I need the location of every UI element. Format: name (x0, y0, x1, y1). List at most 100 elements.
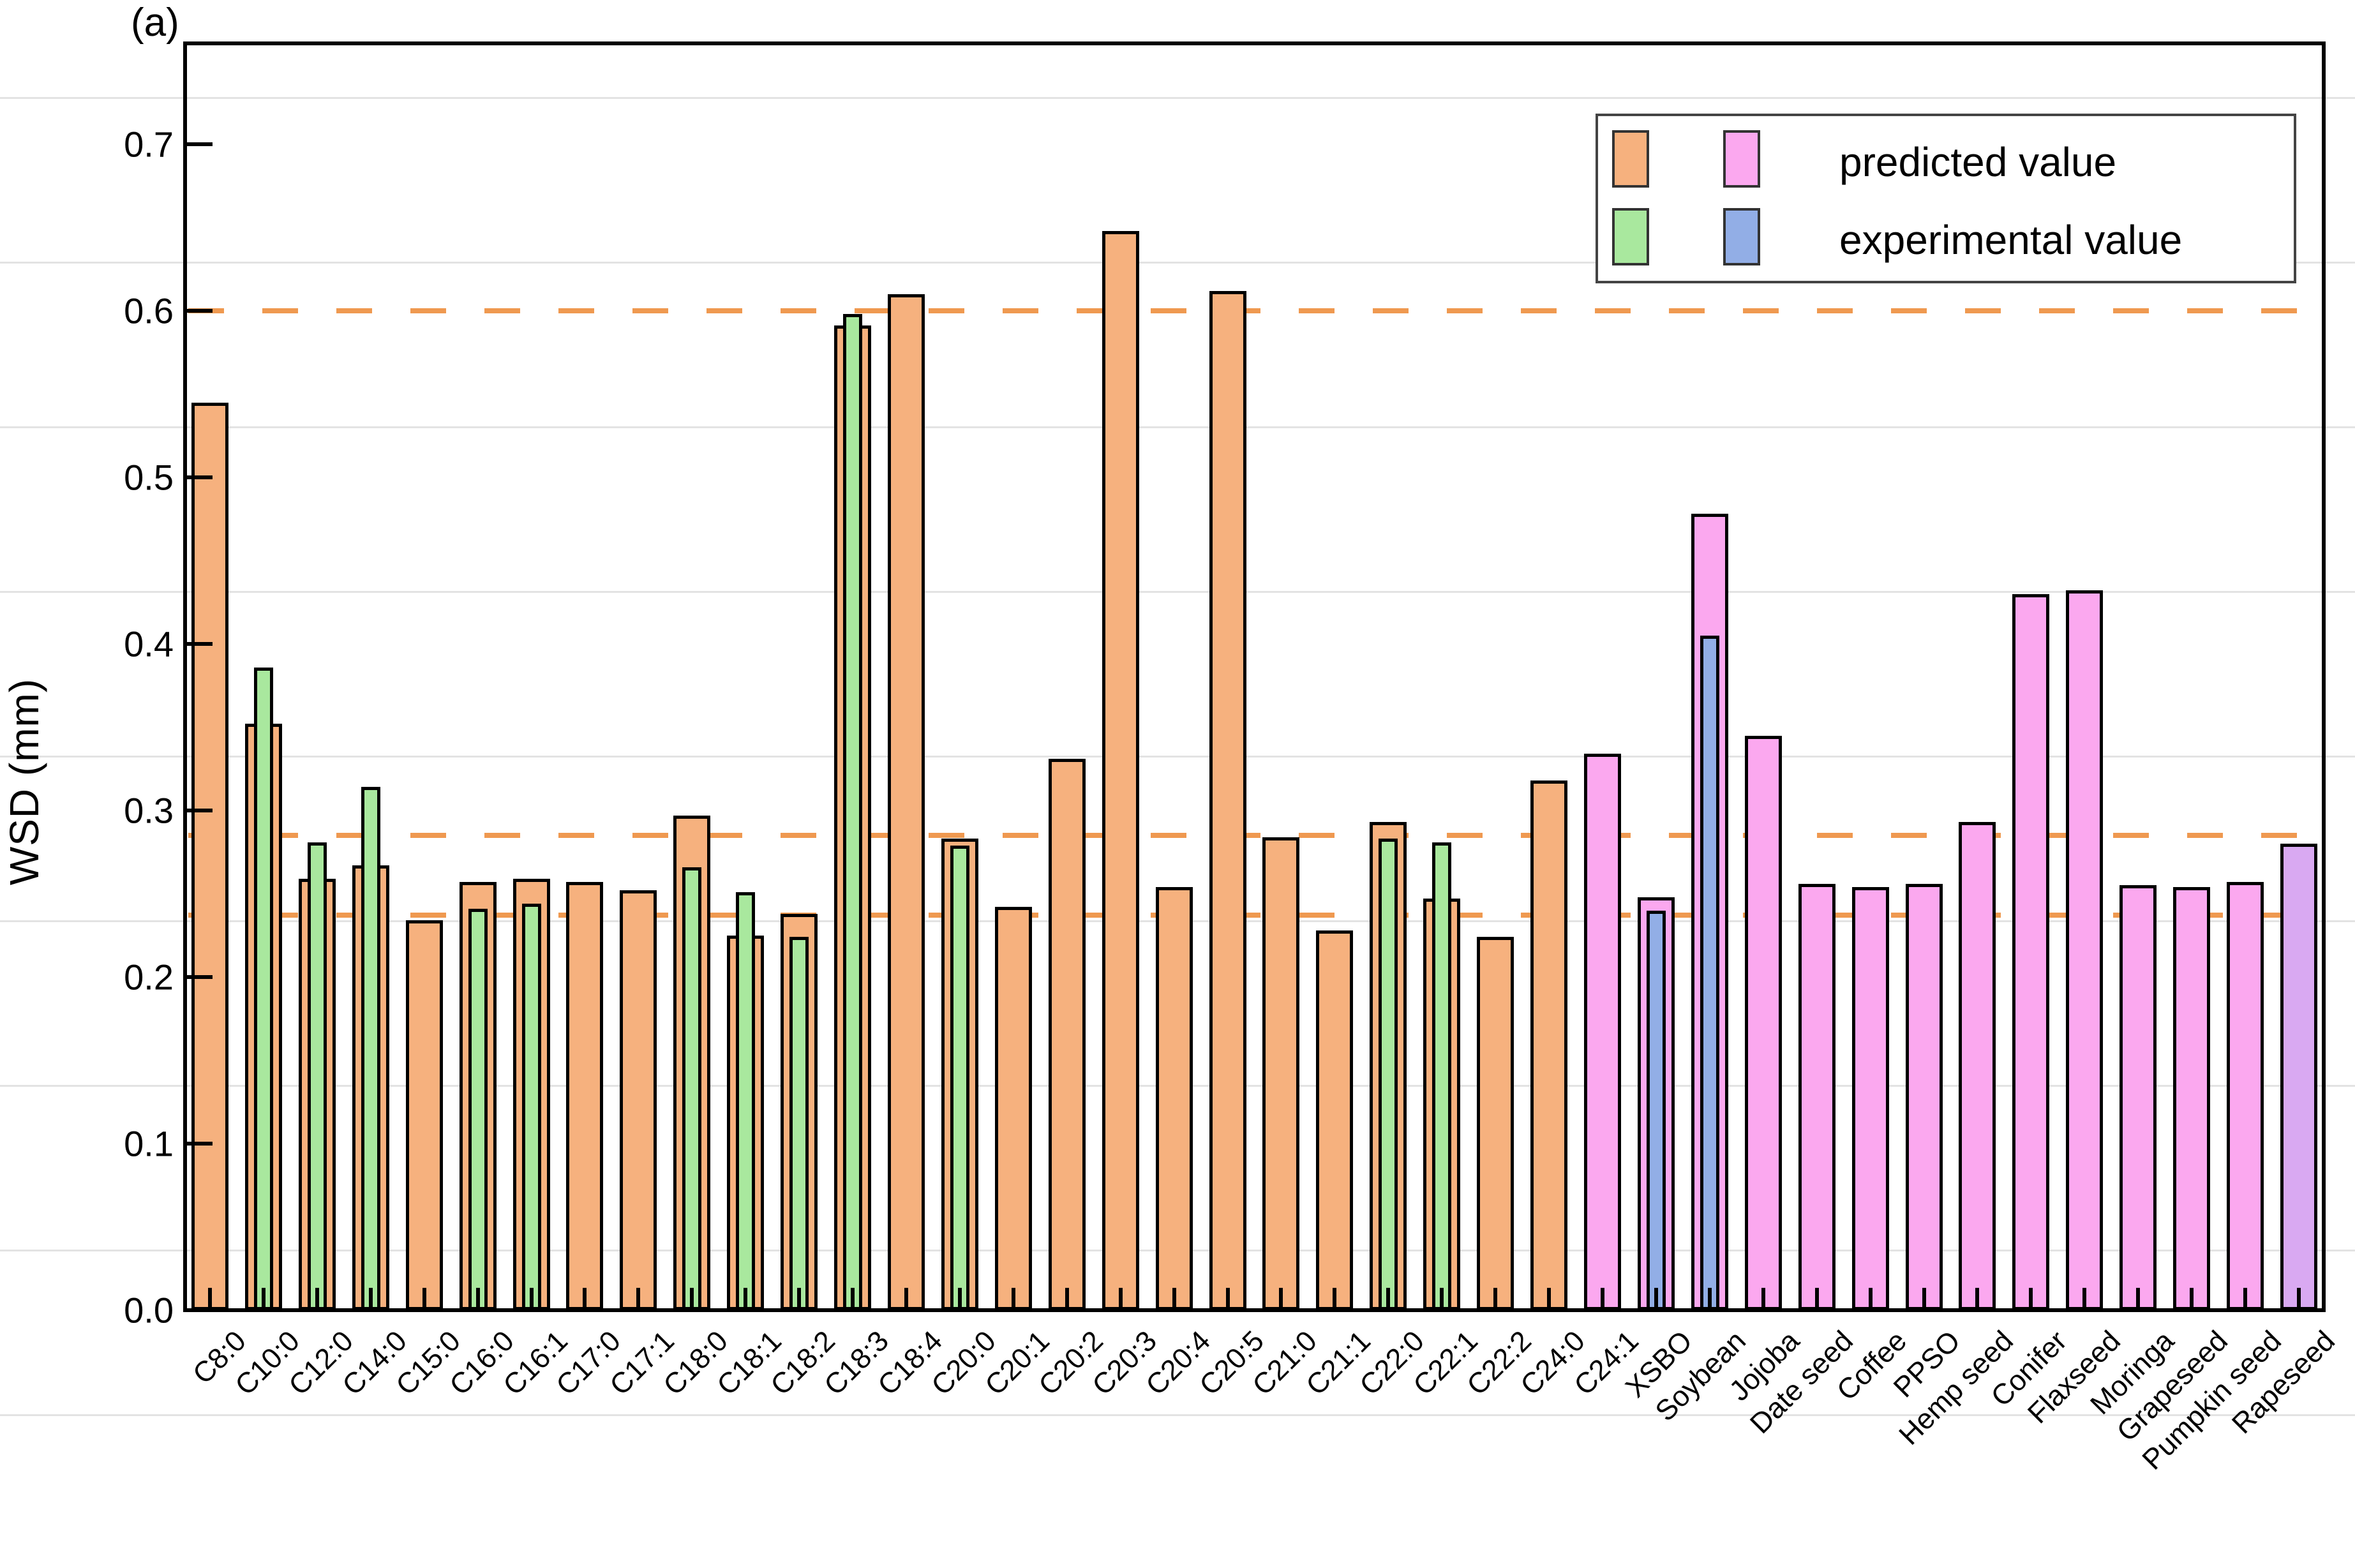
background-rule-line (0, 97, 2355, 99)
legend-row-experimental: experimental value (1598, 208, 2294, 272)
bar-experimental-C18:2 (789, 937, 809, 1310)
bar-predicted-PPSO (1905, 883, 1943, 1310)
bar-predicted-Date seed (1798, 883, 1835, 1310)
bar-predicted-C20:3 (1102, 230, 1139, 1310)
x-tick-mark (1172, 1288, 1176, 1308)
bar-experimental-C22:0 (1379, 839, 1398, 1310)
x-tick-mark (1440, 1288, 1444, 1308)
bar-experimental-C18:0 (682, 867, 702, 1310)
x-tick-mark (1225, 1288, 1230, 1308)
bar-predicted-Pumpkin seed (2227, 882, 2264, 1310)
x-tick-mark (207, 1288, 212, 1308)
background-rule-line (0, 426, 2355, 428)
y-tick-label: 0.6 (124, 290, 174, 331)
bar-experimental-C20:0 (950, 845, 969, 1310)
y-tick-label: 0.2 (124, 957, 174, 997)
x-tick-mark (315, 1288, 319, 1308)
background-rule-line (0, 262, 2355, 264)
predicted-oil-swatch (1723, 130, 1760, 188)
y-tick-mark (187, 475, 213, 479)
plot-frame (183, 41, 2326, 1312)
x-tick-mark (1011, 1288, 1015, 1308)
x-tick-mark (690, 1288, 694, 1308)
y-tick-mark (187, 1308, 213, 1312)
x-tick-mark (2029, 1288, 2033, 1308)
y-tick-label: 0.7 (124, 124, 174, 165)
x-tick-mark (2082, 1288, 2087, 1308)
bar-predicted-Flaxseed (2066, 590, 2104, 1310)
x-tick-mark (1493, 1288, 1498, 1308)
predicted-fatty-swatch (1612, 130, 1649, 188)
bar-predicted-C20:5 (1209, 290, 1246, 1310)
x-tick-mark (368, 1288, 373, 1308)
experimental-oil-swatch (1723, 208, 1760, 265)
x-tick-mark (1922, 1288, 1926, 1308)
x-tick-mark (583, 1288, 587, 1308)
legend-label-predicted: predicted value (1839, 139, 2117, 185)
x-tick-mark (529, 1288, 534, 1308)
dashed-reference-line (188, 913, 2322, 918)
background-rule-line (0, 1414, 2355, 1416)
x-tick-mark (797, 1288, 802, 1308)
x-tick-mark (1065, 1288, 1069, 1308)
bar-predicted-C21:0 (1262, 837, 1300, 1310)
bar-predicted-Moringa (2120, 885, 2157, 1310)
bar-predicted-C24:1 (1584, 754, 1621, 1310)
x-tick-mark (1707, 1288, 1712, 1308)
x-tick-mark (2297, 1288, 2301, 1308)
bar-experimental-C18:3 (843, 314, 863, 1310)
x-tick-mark (2136, 1288, 2141, 1308)
background-rule-line (0, 756, 2355, 758)
x-tick-mark (475, 1288, 480, 1308)
bar-experimental-Soybean (1700, 635, 1719, 1310)
bar-experimental-C10:0 (253, 667, 273, 1310)
bar-experimental-C16:1 (521, 904, 541, 1310)
background-rule-line (0, 591, 2355, 593)
bar-experimental-XSBO (1646, 910, 1666, 1310)
x-tick-mark (422, 1288, 426, 1308)
experimental-fatty-swatch (1612, 208, 1649, 265)
bar-predicted-C17:0 (566, 882, 604, 1310)
x-tick-mark (1601, 1288, 1604, 1308)
bar-predicted-C21:1 (1316, 930, 1354, 1310)
panel-label: (a) (131, 1, 179, 45)
bar-experimental-C14:0 (361, 787, 380, 1310)
y-tick-mark (187, 809, 213, 812)
y-tick-label: 0.1 (124, 1123, 174, 1164)
x-tick-mark (1118, 1288, 1123, 1308)
y-tick-label: 0.4 (124, 623, 174, 664)
x-tick-mark (1654, 1288, 1658, 1308)
bar-experimental-C12:0 (307, 842, 327, 1310)
legend: predicted value experimental value (1596, 114, 2296, 283)
x-tick-mark (1386, 1288, 1391, 1308)
y-axis-title: WSD (mm) (1, 678, 47, 886)
y-tick-label: 0.3 (124, 790, 174, 831)
x-tick-mark (851, 1288, 855, 1308)
y-tick-label: 0.0 (124, 1290, 174, 1331)
bar-predicted-C8:0 (191, 402, 228, 1310)
dashed-reference-line (188, 308, 2322, 313)
bar-predicted-Conifer (2012, 594, 2050, 1310)
bar-experimental-C18:1 (736, 892, 756, 1310)
bar-predicted-C22:2 (1477, 937, 1514, 1310)
bar-predicted-C20:4 (1155, 887, 1193, 1310)
legend-label-experimental: experimental value (1839, 217, 2183, 263)
y-tick-label: 0.5 (124, 457, 174, 498)
bar-predicted-C20:2 (1048, 759, 1086, 1310)
bar-predicted-Grapeseed (2173, 887, 2211, 1310)
x-tick-mark (2190, 1288, 2194, 1308)
x-tick-mark (636, 1288, 641, 1308)
bar-experimental-C16:0 (468, 908, 488, 1310)
y-tick-mark (187, 975, 213, 979)
bar-predicted-Jojoba (1744, 735, 1782, 1310)
bar-predicted-Rapeseed (2280, 844, 2318, 1310)
x-tick-mark (1868, 1288, 1873, 1308)
x-tick-mark (1547, 1288, 1551, 1308)
x-tick-mark (904, 1288, 908, 1308)
x-tick-mark (1975, 1288, 1980, 1308)
bar-predicted-C20:1 (994, 907, 1032, 1310)
bar-predicted-Hemp seed (1959, 822, 1996, 1310)
legend-row-predicted: predicted value (1598, 130, 2294, 194)
bar-predicted-C18:4 (887, 294, 925, 1310)
